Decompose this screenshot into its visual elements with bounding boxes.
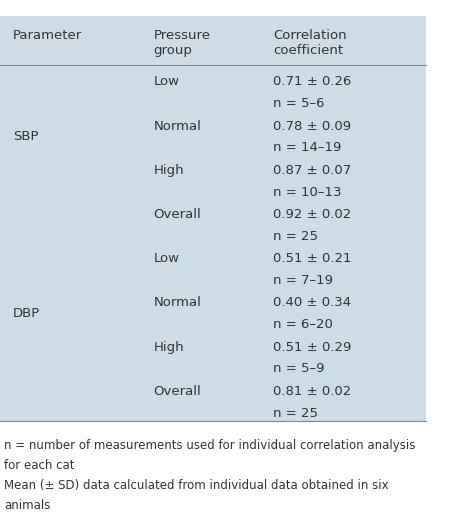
Text: Normal: Normal — [154, 296, 201, 309]
Text: 0.40 ± 0.34: 0.40 ± 0.34 — [273, 296, 351, 309]
Text: n = 10–13: n = 10–13 — [273, 186, 341, 199]
Text: 0.92 ± 0.02: 0.92 ± 0.02 — [273, 208, 351, 221]
Text: 0.51 ± 0.29: 0.51 ± 0.29 — [273, 341, 351, 354]
Text: Low: Low — [154, 75, 180, 88]
Text: n = 25: n = 25 — [273, 407, 318, 420]
Text: 0.78 ± 0.09: 0.78 ± 0.09 — [273, 120, 351, 133]
Text: High: High — [154, 341, 184, 354]
Text: n = 14–19: n = 14–19 — [273, 141, 341, 154]
Text: Overall: Overall — [154, 208, 201, 221]
FancyBboxPatch shape — [0, 16, 426, 421]
Text: Low: Low — [154, 252, 180, 265]
Text: Normal: Normal — [154, 120, 201, 133]
Text: n = 5–9: n = 5–9 — [273, 362, 324, 375]
Text: n = 25: n = 25 — [273, 230, 318, 243]
Text: n = number of measurements used for individual correlation analysis: n = number of measurements used for indi… — [4, 439, 416, 452]
Text: Correlation
coefficient: Correlation coefficient — [273, 29, 346, 57]
Text: 0.71 ± 0.26: 0.71 ± 0.26 — [273, 75, 351, 88]
Text: n = 5–6: n = 5–6 — [273, 97, 324, 110]
Text: 0.81 ± 0.02: 0.81 ± 0.02 — [273, 385, 351, 398]
Text: n = 7–19: n = 7–19 — [273, 274, 333, 287]
Text: Parameter: Parameter — [13, 29, 82, 42]
Text: DBP: DBP — [13, 307, 40, 320]
Text: Mean (± SD) data calculated from individual data obtained in six: Mean (± SD) data calculated from individ… — [4, 479, 389, 492]
Text: n = 6–20: n = 6–20 — [273, 318, 333, 331]
Text: Overall: Overall — [154, 385, 201, 398]
Text: 0.87 ± 0.07: 0.87 ± 0.07 — [273, 164, 351, 177]
Text: High: High — [154, 164, 184, 177]
Text: 0.51 ± 0.21: 0.51 ± 0.21 — [273, 252, 351, 265]
Text: animals: animals — [4, 499, 51, 512]
Text: for each cat: for each cat — [4, 459, 75, 472]
Text: Pressure
group: Pressure group — [154, 29, 210, 57]
Text: SBP: SBP — [13, 130, 38, 143]
